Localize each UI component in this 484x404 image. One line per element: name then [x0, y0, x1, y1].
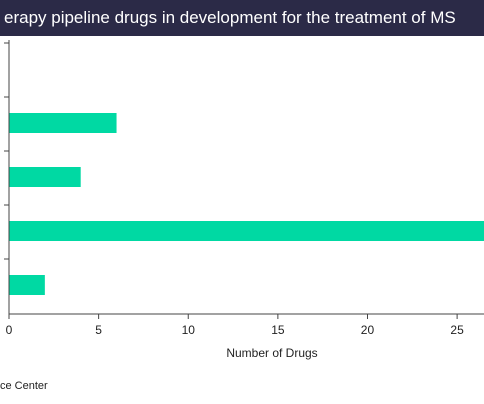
- x-tick-label-0: 0: [6, 323, 13, 337]
- x-tick-label-3: 15: [271, 323, 285, 337]
- x-tick-label-1: 5: [95, 323, 102, 337]
- x-tick-label-2: 10: [182, 323, 196, 337]
- x-axis-label: Number of Drugs: [226, 346, 317, 360]
- bar-3: [9, 275, 45, 295]
- x-tick-label-4: 20: [361, 323, 375, 337]
- x-tick-label-5: 25: [450, 323, 464, 337]
- bar-2: [9, 221, 484, 241]
- chart-title-bar: erapy pipeline drugs in development for …: [0, 0, 484, 36]
- bar-0: [9, 113, 117, 133]
- source-note: ce Center: [0, 380, 48, 392]
- bar-1: [9, 167, 81, 187]
- chart-title: erapy pipeline drugs in development for …: [4, 8, 456, 27]
